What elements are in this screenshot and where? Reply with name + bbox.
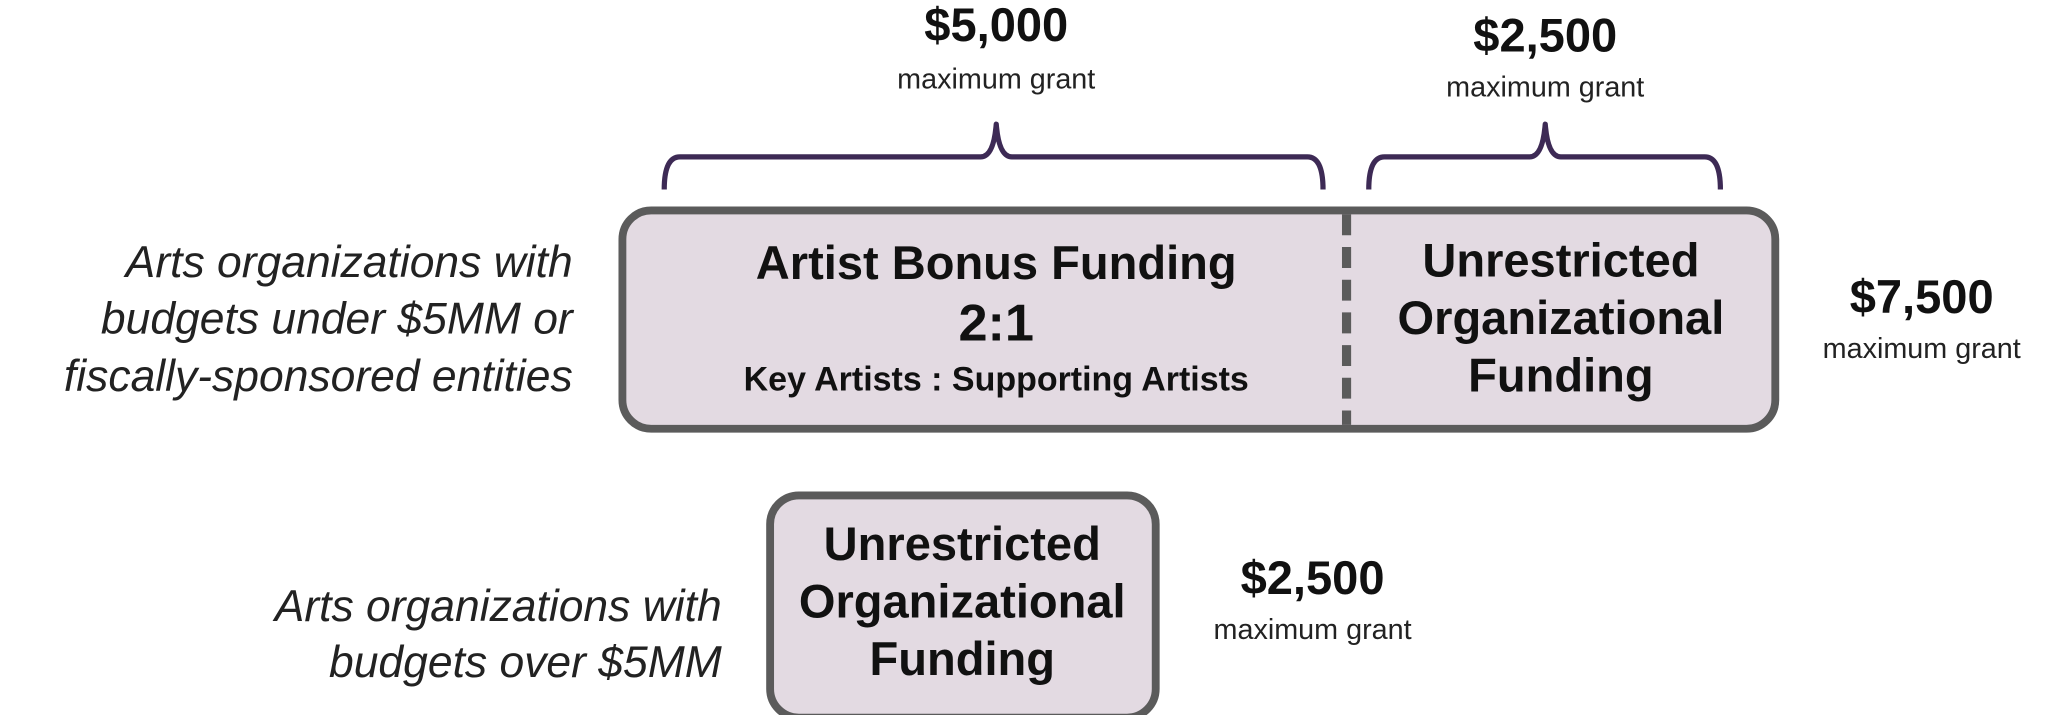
brace: [1366, 121, 1724, 190]
row-label: Arts organizations with: [123, 238, 573, 287]
amount: $5,000: [924, 0, 1068, 51]
row-label: budgets under $5MM or: [101, 294, 575, 343]
row-label: budgets over $5MM: [329, 638, 723, 687]
segment-title: Unrestricted: [1422, 233, 1699, 286]
row-label: Arts organizations with: [272, 582, 722, 631]
segment-title: Unrestricted: [824, 517, 1101, 570]
ratio-label: Key Artists : Supporting Artists: [744, 361, 1249, 399]
row-label: fiscally-sponsored entities: [64, 352, 573, 401]
amount-note: maximum grant: [897, 64, 1095, 96]
total-note: maximum grant: [1823, 333, 2021, 365]
amount: $2,500: [1473, 9, 1617, 62]
brace: [661, 121, 1326, 190]
total: $7,500: [1850, 270, 1994, 323]
total: $2,500: [1241, 551, 1385, 604]
amount-note: maximum grant: [1446, 71, 1644, 103]
funding-box: [618, 206, 1780, 433]
funding-box: [766, 491, 1160, 715]
segment-title: Funding: [1468, 348, 1653, 401]
segment-title: Organizational: [1398, 291, 1725, 344]
ratio: 2:1: [958, 295, 1034, 353]
segment-title: Organizational: [799, 575, 1126, 628]
total-note: maximum grant: [1214, 614, 1412, 646]
segment-title: Funding: [870, 632, 1056, 685]
segment-title: Artist Bonus Funding: [756, 236, 1237, 289]
